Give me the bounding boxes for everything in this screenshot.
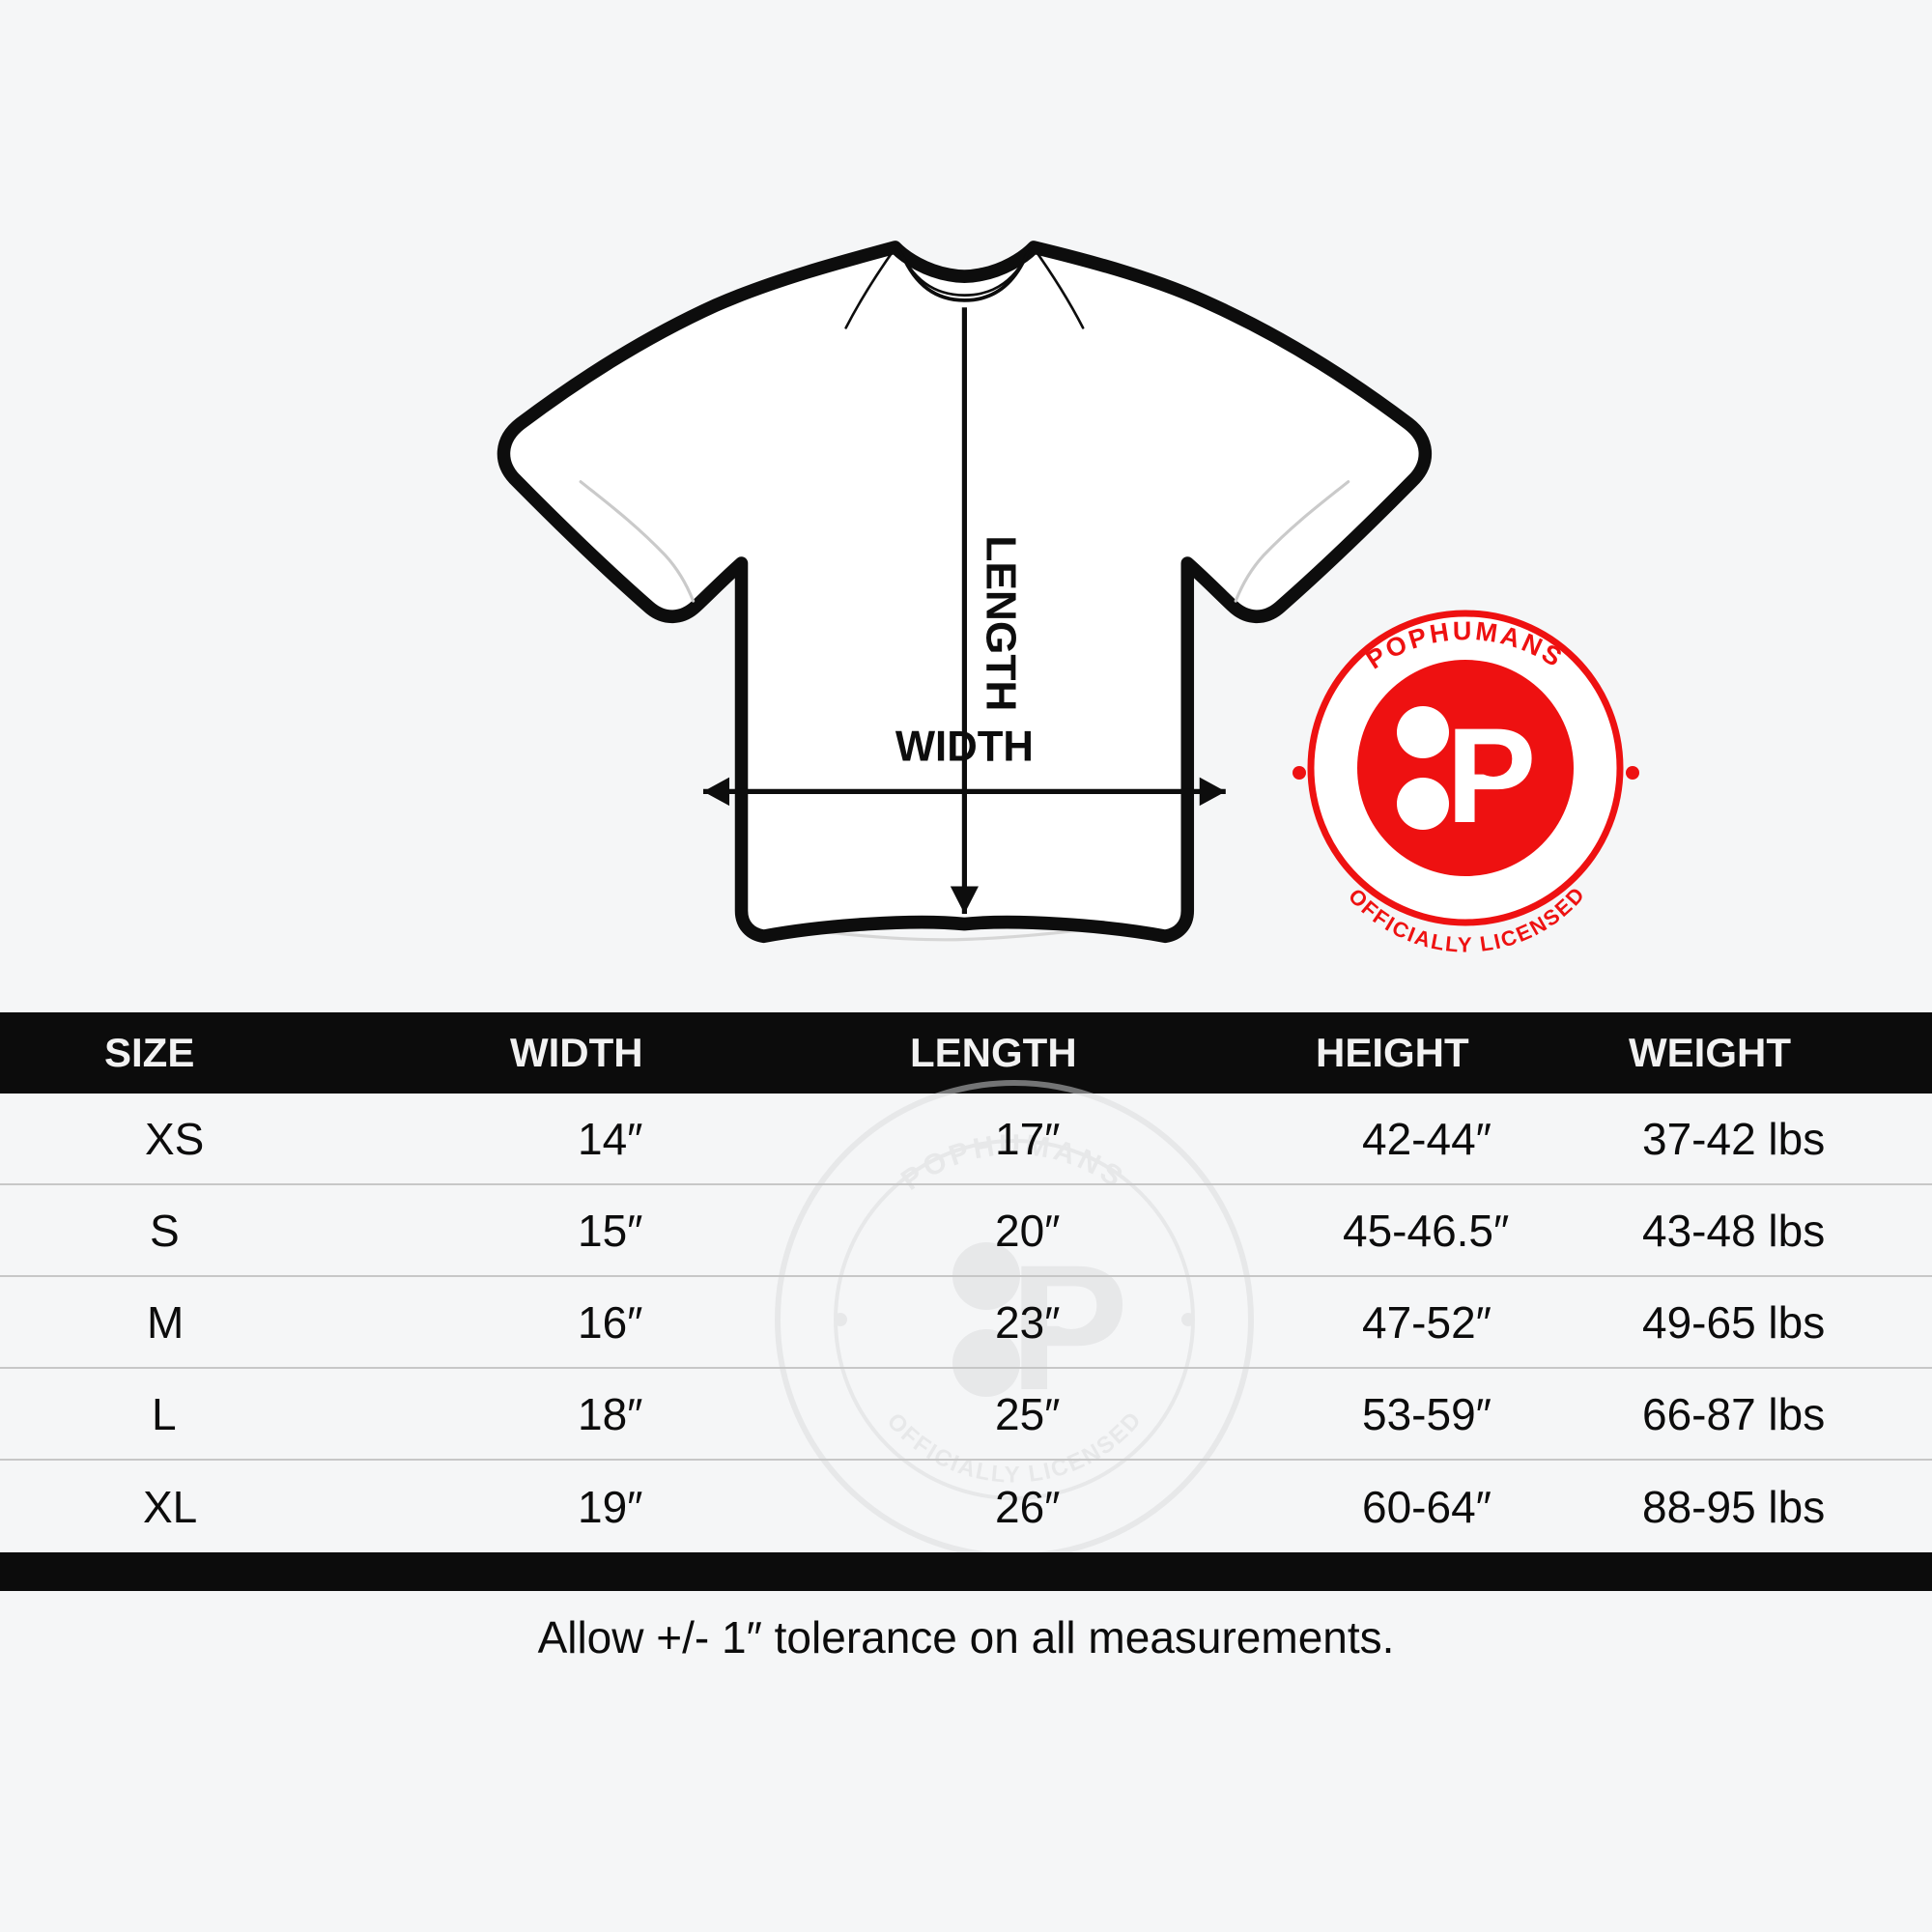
svg-text:LENGTH: LENGTH (977, 535, 1024, 711)
